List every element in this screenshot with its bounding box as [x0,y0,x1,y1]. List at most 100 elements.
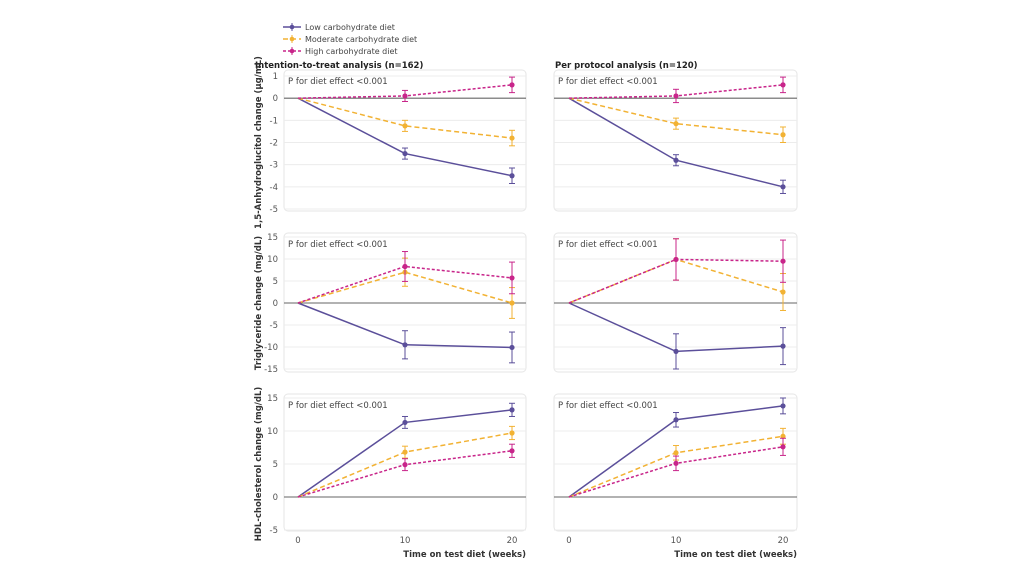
p-value-annotation: P for diet effect <0.001 [288,77,388,87]
y-tick-label: 10 [267,427,278,437]
data-point [780,403,786,409]
series-line [297,265,513,304]
panel: P for diet effect <0.001 [553,69,798,212]
y-tick-label: -4 [270,183,278,193]
series [297,443,515,498]
y-tick-label: -15 [264,365,278,375]
series [568,238,786,304]
series [297,97,515,147]
y-tick-label: 0 [273,299,278,309]
data-point [509,448,515,454]
x-axis-label: Time on test diet (weeks) [403,550,526,560]
x-tick-label: 0 [566,536,571,546]
data-point [780,289,786,295]
data-point [673,121,679,127]
p-value-annotation: P for diet effect <0.001 [288,240,388,250]
data-point [673,417,679,423]
series [297,402,515,498]
data-point [509,407,515,413]
p-value-annotation: P for diet effect <0.001 [558,77,658,87]
panel: 15 10 5 0 -5 HDL-cholesterol change (mg/dL) P … [254,387,527,560]
data-point [673,157,679,163]
data-point [509,275,515,281]
series [297,425,515,498]
data-point [780,184,786,190]
data-point [673,93,679,99]
data-point [673,348,679,354]
legend-label: Low carbohydrate diet [305,23,395,32]
x-tick-label: 20 [778,536,789,546]
series-line [568,97,784,136]
y-tick-label: -1 [270,116,278,126]
x-tick-label: 0 [295,536,300,546]
series-line [297,271,513,304]
data-point [509,135,515,141]
data-point [402,449,408,455]
y-tick-label: -5 [270,205,278,215]
y-tick-label: 5 [273,460,278,470]
y-tick-label: 1 [273,72,278,82]
x-tick-label: 10 [671,536,682,546]
y-tick-label: -10 [264,343,278,353]
data-point [780,433,786,439]
data-point [780,258,786,264]
y-axis-label: Triglyceride change (mg/dL) [254,236,264,370]
data-point [509,173,515,179]
data-point [780,132,786,138]
panel: P for diet effect <0.001 [553,232,798,373]
legend-item: Low carbohydrate diet [283,23,395,32]
data-point [402,263,408,270]
y-axis-label: HDL-cholesterol change (mg/dL) [254,387,264,542]
y-axis-label: 1,5-Anhydroglucitol change (μg/mL) [254,56,264,229]
column-title: Intention-to-treat analysis (n=162) [255,61,423,71]
panels: 10-1-2-3-4-51,5-Anhydroglucitol change (… [254,56,798,560]
legend-label: High carbohydrate diet [305,47,398,56]
column-title: Per protocol analysis (n=120) [555,61,698,71]
y-tick-label: -2 [270,139,278,149]
legend: Low carbohydrate diet Moderate carbohydra… [283,23,417,56]
data-point [509,344,515,351]
series [568,97,786,194]
legend-item: High carbohydrate diet [283,47,398,56]
data-point [509,430,515,436]
legend-label: Moderate carbohydrate diet [305,35,417,44]
panel-frame [283,69,527,212]
y-tick-label: 5 [273,277,278,287]
data-point [402,123,408,129]
series [297,97,515,185]
data-point [780,444,786,450]
y-tick-label: -5 [270,526,278,536]
data-point [673,460,679,466]
y-tick-label: 15 [267,233,278,243]
series [568,397,786,498]
series [568,302,786,370]
series [297,76,515,102]
legend-marker [289,48,295,54]
series [297,251,515,304]
panel: P for diet effect <0.001 0 10 20 Time on tes… [553,393,798,560]
y-tick-label: -5 [270,321,278,331]
data-point [402,342,408,348]
data-point [673,450,679,456]
x-axis-label: Time on test diet (weeks) [674,550,797,560]
data-point [780,82,786,88]
data-point [780,343,786,349]
y-tick-label: 10 [267,255,278,265]
legend-marker [289,24,295,30]
x-tick-label: 20 [507,536,518,546]
data-point [673,256,679,263]
data-point [509,300,515,306]
data-point [402,150,408,157]
series [568,97,786,143]
column-titles: Intention-to-treat analysis (n=162) Per p… [255,61,698,71]
p-value-annotation: P for diet effect <0.001 [288,401,388,411]
legend-item: Moderate carbohydrate diet [283,35,417,44]
y-tick-label: -3 [270,161,278,171]
panel: 1 0 -1 -2 -3 -4 -5 1,5-Anhydroglucitol change (… [254,56,527,229]
series [297,302,515,364]
p-value-annotation: P for diet effect <0.001 [558,401,658,411]
data-point [402,93,408,99]
p-value-annotation: P for diet effect <0.001 [558,240,658,250]
y-tick-label: 0 [273,94,278,104]
